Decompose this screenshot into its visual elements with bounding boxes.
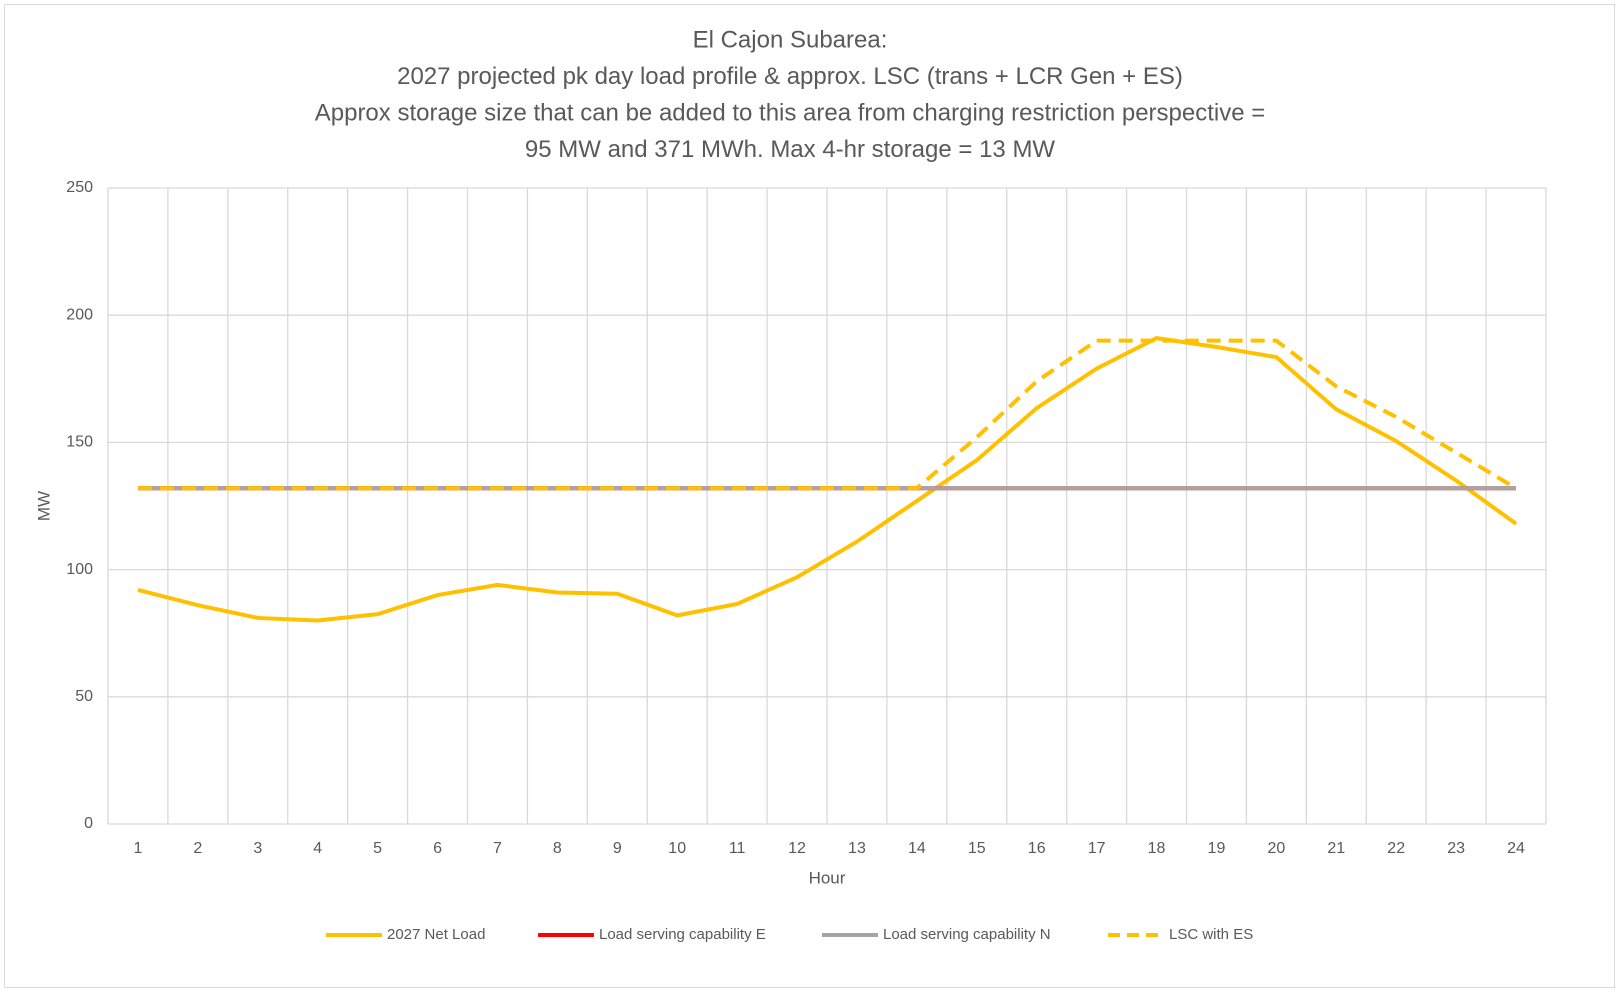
x-tick-label: 23 bbox=[1447, 840, 1465, 857]
x-tick-label: 19 bbox=[1208, 840, 1226, 857]
x-tick-label: 20 bbox=[1267, 840, 1285, 857]
x-tick-label: 5 bbox=[373, 840, 382, 857]
x-tick-label: 6 bbox=[433, 840, 442, 857]
x-tick-label: 21 bbox=[1327, 840, 1345, 857]
legend-label: 2027 Net Load bbox=[387, 926, 485, 943]
x-tick-label: 22 bbox=[1387, 840, 1405, 857]
x-tick-label: 2 bbox=[193, 840, 202, 857]
y-tick-label: 100 bbox=[66, 561, 93, 578]
legend-label: LSC with ES bbox=[1169, 926, 1253, 943]
y-tick-label: 150 bbox=[66, 434, 93, 451]
line-series bbox=[137, 338, 1518, 491]
legend-label: Load serving capability N bbox=[883, 926, 1051, 943]
chart-title: El Cajon Subarea: bbox=[693, 26, 888, 53]
y-axis-label: MW bbox=[34, 491, 53, 521]
x-tick-label: 14 bbox=[908, 840, 926, 857]
y-tick-label: 0 bbox=[84, 815, 93, 832]
x-tick-label: 15 bbox=[968, 840, 986, 857]
x-tick-label: 16 bbox=[1028, 840, 1046, 857]
x-tick-label: 8 bbox=[553, 840, 562, 857]
x-tick-label: 12 bbox=[788, 840, 806, 857]
legend-label: Load serving capability E bbox=[599, 926, 766, 943]
x-axis-label: Hour bbox=[809, 868, 846, 887]
x-tick-label: 17 bbox=[1088, 840, 1106, 857]
y-tick-label: 50 bbox=[75, 688, 93, 705]
x-tick-label: 24 bbox=[1507, 840, 1525, 857]
x-tick-label: 11 bbox=[729, 840, 746, 857]
x-tick-label: 4 bbox=[313, 840, 322, 857]
x-tick-label: 13 bbox=[848, 840, 866, 857]
x-tick-label: 1 bbox=[134, 840, 143, 857]
chart-title: Approx storage size that can be added to… bbox=[315, 99, 1266, 126]
x-tick-label: 10 bbox=[668, 840, 686, 857]
y-tick-label: 200 bbox=[66, 306, 93, 323]
y-tick-label: 250 bbox=[66, 179, 93, 196]
x-tick-label: 9 bbox=[613, 840, 622, 857]
x-tick-label: 18 bbox=[1148, 840, 1166, 857]
chart-title: 95 MW and 371 MWh. Max 4-hr storage = 13… bbox=[525, 136, 1056, 163]
x-tick-label: 3 bbox=[253, 840, 262, 857]
x-tick-label: 7 bbox=[493, 840, 502, 857]
line-series bbox=[137, 336, 1518, 623]
chart-title: 2027 projected pk day load profile & app… bbox=[397, 63, 1183, 90]
